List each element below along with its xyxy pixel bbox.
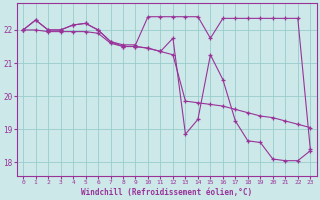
X-axis label: Windchill (Refroidissement éolien,°C): Windchill (Refroidissement éolien,°C)	[81, 188, 252, 197]
